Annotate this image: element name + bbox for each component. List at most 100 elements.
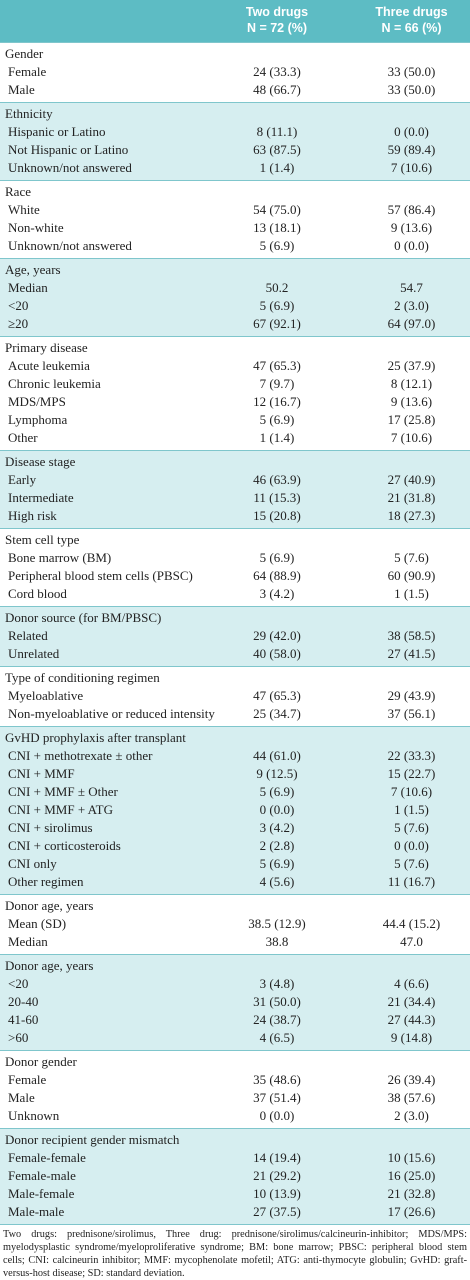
section-title: Donor source (for BM/PBSC) — [5, 610, 162, 625]
table-row: Early 46 (63.9) 27 (40.9) — [0, 471, 470, 489]
table-row: Unrelated 40 (58.0) 27 (41.5) — [0, 645, 470, 663]
cell-value: 3 (4.2) — [259, 586, 295, 601]
cell-value: 15 (20.8) — [253, 508, 301, 523]
cell-value: 4 (6.6) — [394, 976, 429, 991]
column-subtitle: N = 66 (%) — [381, 21, 442, 35]
cell-value: 5 (6.9) — [259, 298, 295, 313]
section-title: Donor gender — [5, 1054, 77, 1069]
cell-value: 7 (10.6) — [390, 784, 433, 799]
cell-value: 0 (0.0) — [394, 238, 429, 253]
table-row: Median 38.8 47.0 — [0, 933, 470, 951]
table-section: GvHD prophylaxis after transplant CNI + m… — [0, 726, 470, 894]
cell-value: 15 (22.7) — [387, 766, 436, 781]
section-title-row: Race — [0, 183, 470, 201]
cell-value: 38 (57.6) — [387, 1090, 436, 1105]
row-label: 20-40 — [8, 994, 39, 1009]
section-title-row: Type of conditioning regimen — [0, 669, 470, 687]
cell-value: 27 (44.3) — [387, 1012, 436, 1027]
row-label: Unrelated — [8, 646, 60, 661]
cell-value: 47 (65.3) — [253, 688, 301, 703]
cell-value: 27 (37.5) — [253, 1204, 301, 1219]
cell-value: 9 (12.5) — [256, 766, 298, 781]
column-title: Two drugs — [245, 5, 309, 19]
section-title: Disease stage — [5, 454, 76, 469]
table-row: >60 4 (6.5) 9 (14.8) — [0, 1029, 470, 1047]
row-label: Female-female — [8, 1150, 86, 1165]
cell-value: 5 (6.9) — [259, 784, 295, 799]
cell-value: 5 (6.9) — [259, 856, 295, 871]
cell-value: 64 (88.9) — [253, 568, 301, 583]
cell-value: 5 (7.6) — [394, 820, 429, 835]
column-header: Three drugs N = 66 (%) — [339, 0, 470, 42]
cell-value: 7 (9.7) — [259, 376, 295, 391]
row-label: Bone marrow (BM) — [8, 550, 112, 565]
row-label: CNI + methotrexate ± other — [8, 748, 153, 763]
table-section: Donor gender Female 35 (48.6) 26 (39.4) Male… — [0, 1050, 470, 1128]
table-row: Non-myeloablative or reduced intensity 25… — [0, 705, 470, 723]
table-row: Female-male 21 (29.2) 16 (25.0) — [0, 1167, 470, 1185]
table-row: 20-40 31 (50.0) 21 (34.4) — [0, 993, 470, 1011]
section-title: GvHD prophylaxis after transplant — [5, 730, 186, 745]
cell-value: 27 (40.9) — [387, 472, 436, 487]
row-label: CNI + MMF ± Other — [8, 784, 118, 799]
table-section: Race White 54 (75.0) 57 (86.4) Non-white 13 (… — [0, 180, 470, 258]
table-row: Hispanic or Latino 8 (11.1) 0 (0.0) — [0, 123, 470, 141]
cell-value: 38.5 (12.9) — [248, 916, 306, 931]
table-row: Intermediate 11 (15.3) 21 (31.8) — [0, 489, 470, 507]
cell-value: 25 (34.7) — [253, 706, 301, 721]
table-section: Gender Female 24 (33.3) 33 (50.0) Male 48 (66… — [0, 42, 470, 102]
section-title: Stem cell type — [5, 532, 80, 547]
row-label: Not Hispanic or Latino — [8, 142, 129, 157]
table-section: Donor recipient gender mismatch Female-fe… — [0, 1128, 470, 1224]
cell-value: 24 (38.7) — [253, 1012, 301, 1027]
table-row: Not Hispanic or Latino 63 (87.5) 59 (89.4) — [0, 141, 470, 159]
row-label: Other — [8, 430, 38, 445]
table-row: Female 24 (33.3) 33 (50.0) — [0, 63, 470, 81]
table-row: 41-60 24 (38.7) 27 (44.3) — [0, 1011, 470, 1029]
cell-value: 7 (10.6) — [390, 160, 433, 175]
section-title: Race — [5, 184, 31, 199]
cell-value: 44.4 (15.2) — [382, 916, 441, 931]
cell-value: 1 (1.5) — [394, 586, 429, 601]
cell-value: 54.7 — [400, 280, 423, 295]
table-section: Primary disease Acute leukemia 47 (65.3) 25… — [0, 336, 470, 450]
cell-value: 0 (0.0) — [394, 838, 429, 853]
table-section: Donor source (for BM/PBSC) Related 29 (42.… — [0, 606, 470, 666]
row-label: Non-white — [8, 220, 64, 235]
table-row: Other 1 (1.4) 7 (10.6) — [0, 429, 470, 447]
table-row: Female-female 14 (19.4) 10 (15.6) — [0, 1149, 470, 1167]
cell-value: 5 (6.9) — [259, 238, 295, 253]
table-row: <20 3 (4.8) 4 (6.6) — [0, 975, 470, 993]
cell-value: 67 (92.1) — [253, 316, 301, 331]
table-row: ≥20 67 (92.1) 64 (97.0) — [0, 315, 470, 333]
section-title: Donor age, years — [5, 898, 94, 913]
table-row: CNI + MMF 9 (12.5) 15 (22.7) — [0, 765, 470, 783]
section-title-row: Donor age, years — [0, 957, 470, 975]
table-row: CNI + methotrexate ± other 44 (61.0) 22 (3… — [0, 747, 470, 765]
row-label: Peripheral blood stem cells (PBSC) — [8, 568, 193, 583]
cell-value: 0 (0.0) — [259, 1108, 295, 1123]
row-label: Lymphoma — [8, 412, 68, 427]
row-label: Median — [8, 280, 48, 295]
cell-value: 60 (90.9) — [387, 568, 436, 583]
table-row: Non-white 13 (18.1) 9 (13.6) — [0, 219, 470, 237]
table-row: High risk 15 (20.8) 18 (27.3) — [0, 507, 470, 525]
footnote: Two drugs: prednisone/sirolimus, Three d… — [0, 1224, 470, 1280]
table-row: Acute leukemia 47 (65.3) 25 (37.9) — [0, 357, 470, 375]
cell-value: 21 (31.8) — [387, 490, 436, 505]
cell-value: 16 (25.0) — [387, 1168, 436, 1183]
table-body: Gender Female 24 (33.3) 33 (50.0) Male 48 (66… — [0, 42, 470, 1224]
cell-value: 31 (50.0) — [253, 994, 301, 1009]
cell-value: 22 (33.3) — [387, 748, 436, 763]
cell-value: 9 (14.8) — [390, 1030, 433, 1045]
cell-value: 10 (15.6) — [387, 1150, 436, 1165]
cell-value: 18 (27.3) — [387, 508, 436, 523]
cell-value: 2 (2.8) — [259, 838, 295, 853]
section-title-row: Ethnicity — [0, 105, 470, 123]
cell-value: 0 (0.0) — [259, 802, 295, 817]
cell-value: 29 (43.9) — [387, 688, 436, 703]
cell-value: 47 (65.3) — [253, 358, 301, 373]
cell-value: 24 (33.3) — [253, 64, 301, 79]
row-label: Non-myeloablative or reduced intensity — [8, 706, 215, 721]
